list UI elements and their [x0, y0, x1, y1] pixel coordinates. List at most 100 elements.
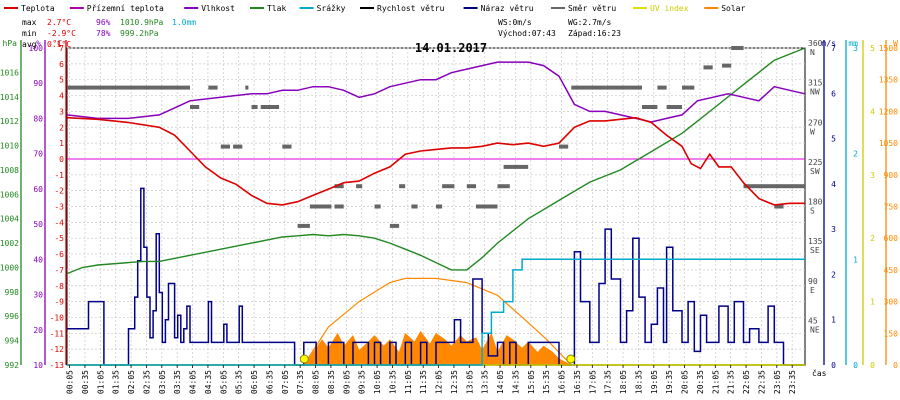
- axis-tick-hpa: 1008: [0, 166, 19, 175]
- x-tick-label: 20:05: [681, 370, 690, 394]
- axis-tick-w: 0: [893, 361, 898, 370]
- wind-dir-mark: [233, 144, 243, 149]
- legend-label-5: Rychlost větru: [377, 4, 445, 13]
- wind-dir-mark: [190, 105, 200, 109]
- dir-tick-name: E: [810, 286, 815, 295]
- x-tick-label: 16:35: [573, 370, 582, 394]
- series-lines: [66, 46, 806, 366]
- x-tick-label: 04:35: [204, 370, 213, 394]
- x-tick-label: 02:05: [127, 370, 136, 394]
- x-axis-label: čas: [812, 368, 827, 378]
- rain-line: [67, 258, 805, 366]
- x-tick-label: 14:35: [511, 370, 520, 394]
- wind-dir-mark: [334, 184, 344, 189]
- axis-tick-mm: 1: [853, 255, 858, 264]
- axis-tick-pct: 30: [33, 291, 43, 300]
- x-tick-label: 12:05: [435, 370, 444, 394]
- axis-tick-hpa: 992: [5, 361, 20, 370]
- dir-tick-name: SE: [810, 246, 820, 255]
- axis-tick-hpa: 1002: [0, 239, 19, 248]
- wind-dir-mark: [436, 204, 443, 209]
- axis-tick-pct: 90: [33, 79, 43, 88]
- wind-dir-mark: [374, 204, 381, 209]
- axis-tick-pct: 100: [29, 44, 44, 53]
- wind-dir-mark: [722, 63, 732, 68]
- x-tick-label: 17:35: [604, 370, 613, 394]
- axis-tick-mm: 2: [853, 150, 858, 159]
- legend-label-2: Vlhkost: [201, 4, 235, 13]
- axis-tick-hpa: 1000: [0, 263, 19, 272]
- x-tick-label: 08:05: [312, 370, 321, 394]
- x-tick-label: 02:35: [142, 370, 151, 394]
- stats-max-press: 1010.9hPa: [120, 18, 164, 27]
- axis-unit-temp: °C: [52, 39, 62, 48]
- x-tick-label: 00:35: [81, 370, 90, 394]
- axis-tick-w: 600: [884, 234, 899, 243]
- axis-tick-uv: 2: [870, 234, 875, 243]
- x-tick-label: 07:05: [281, 370, 290, 394]
- x-tick-label: 10:35: [388, 370, 397, 394]
- dir-tick-num: 45: [808, 316, 818, 325]
- x-tick-label: 13:05: [465, 370, 474, 394]
- wind-dir-mark: [282, 144, 292, 149]
- legend-label-4: Srážky: [317, 4, 346, 13]
- wind-dir-mark: [497, 184, 510, 189]
- wind-dir-mark: [260, 105, 280, 109]
- x-axis: 00:05 00:35 01:05 01:35 02:05 02:35 03:05 03:35…: [66, 365, 797, 394]
- x-tick-label: 12:35: [450, 370, 459, 394]
- stats-min-press: 999.2hPa: [120, 29, 159, 38]
- dir-tick-num: 315: [808, 79, 823, 88]
- axis-tick-pct: 50: [33, 220, 43, 229]
- legend-label-3: Tlak: [267, 4, 286, 13]
- x-tick-label: 14:05: [496, 370, 505, 394]
- axis-tick-ms: 7: [831, 44, 836, 53]
- axis-unit-ms: m/s: [822, 39, 837, 48]
- wind-dir-mark: [245, 85, 249, 90]
- stats-ws: WS:0m/s: [498, 18, 532, 27]
- dir-tick-num: 225: [808, 158, 823, 167]
- axis-tick-temp: -11: [50, 329, 65, 338]
- wind-dir-mark: [356, 184, 363, 189]
- stats-avg-label: avg: [22, 40, 37, 49]
- dir-tick-num: 360: [808, 39, 823, 48]
- axis-tick-ms: 4: [831, 180, 836, 189]
- axis-tick-uv: 3: [870, 171, 875, 180]
- wind-dir-mark: [559, 144, 569, 149]
- dir-tick-name: SW: [810, 167, 820, 176]
- axis-tick-pct: 40: [33, 255, 43, 264]
- axis-tick-hpa: 996: [5, 312, 20, 321]
- x-tick-label: 19:35: [665, 370, 674, 394]
- axis-tick-temp: -5: [54, 234, 64, 243]
- axis-tick-mm: 0: [853, 361, 858, 370]
- x-tick-label: 05:35: [235, 370, 244, 394]
- axis-tick-temp: -1: [54, 171, 64, 180]
- wind-dir-mark: [220, 144, 230, 149]
- x-tick-label: 05:05: [219, 370, 228, 394]
- dir-tick-name: NW: [810, 88, 820, 97]
- wind-dir-mark: [251, 105, 258, 109]
- axis-tick-w: 900: [884, 171, 899, 180]
- stats-max-temp: 2.7°C: [47, 18, 71, 27]
- stats-max-hum: 96%: [96, 18, 111, 27]
- wind-dir-mark: [67, 85, 190, 90]
- axis-tick-hpa: 1004: [0, 215, 19, 224]
- x-tick-label: 03:35: [173, 370, 182, 394]
- x-tick-label: 01:05: [96, 370, 105, 394]
- wind-dir-mark: [731, 46, 744, 50]
- legend-label-9: Solar: [721, 4, 745, 13]
- stats-min-temp: -2.9°C: [47, 29, 76, 38]
- stats-sunrise: Východ:07:43: [498, 29, 556, 38]
- legend-label-1: Přízemní teplota: [87, 4, 164, 13]
- stats-panel: max 2.7°C 96% 1010.9hPa 1.0mm min -2.9°C…: [22, 18, 621, 49]
- humidity-line: [66, 61, 806, 123]
- dir-tick-num: 180: [808, 198, 823, 207]
- axis-tick-pct: 60: [33, 185, 43, 194]
- axis-tick-temp: -13: [50, 361, 65, 370]
- axis-tick-pct: 70: [33, 150, 43, 159]
- axis-tick-temp: 3: [59, 107, 64, 116]
- wind-dir-mark: [571, 85, 606, 90]
- wind-dir-mark: [657, 85, 667, 90]
- axis-tick-temp: -3: [54, 203, 64, 212]
- wind-dir-mark: [642, 105, 658, 109]
